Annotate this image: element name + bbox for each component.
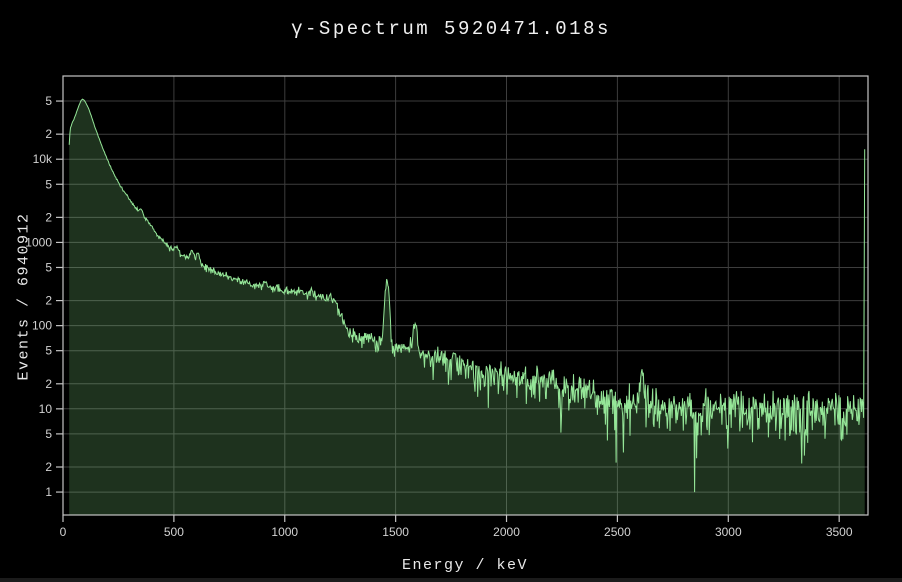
y-tick-label: 10 [39,402,53,416]
x-axis-label: Energy / keV [401,557,529,574]
x-tick-label: 2000 [493,525,520,539]
x-tick-label: 1500 [382,525,409,539]
y-tick-label: 5 [45,94,52,108]
y-axis-label: Events / 6940912 [15,212,33,381]
y-tick-label: 2 [45,377,52,391]
y-tick-label: 5 [45,344,52,358]
y-tick-label: 100 [32,319,52,333]
y-tick-label: 2 [45,294,52,308]
spectrum-fill-area [69,99,865,515]
y-tick-label: 5 [45,177,52,191]
y-tick-label: 10k [33,152,53,166]
x-tick-label: 0 [60,525,67,539]
chart-title: γ-Spectrum 5920471.018s [291,18,611,40]
y-tick-label: 2 [45,210,52,224]
x-tick-label: 3500 [826,525,853,539]
x-tick-label: 3000 [715,525,742,539]
plot-frame [62,75,869,516]
x-tick-label: 2500 [604,525,631,539]
y-tick-label: 2 [45,460,52,474]
spectrum-trace-line [68,98,866,493]
y-tick-label: 1 [45,485,52,499]
y-tick-label: 5 [45,427,52,441]
y-tick-label: 2 [45,127,52,141]
y-tick-label: 5 [45,260,52,274]
x-tick-label: 1000 [271,525,298,539]
x-tick-label: 500 [164,525,184,539]
window-bottom-edge [0,578,902,582]
y-tick-label: 1000 [25,235,52,249]
